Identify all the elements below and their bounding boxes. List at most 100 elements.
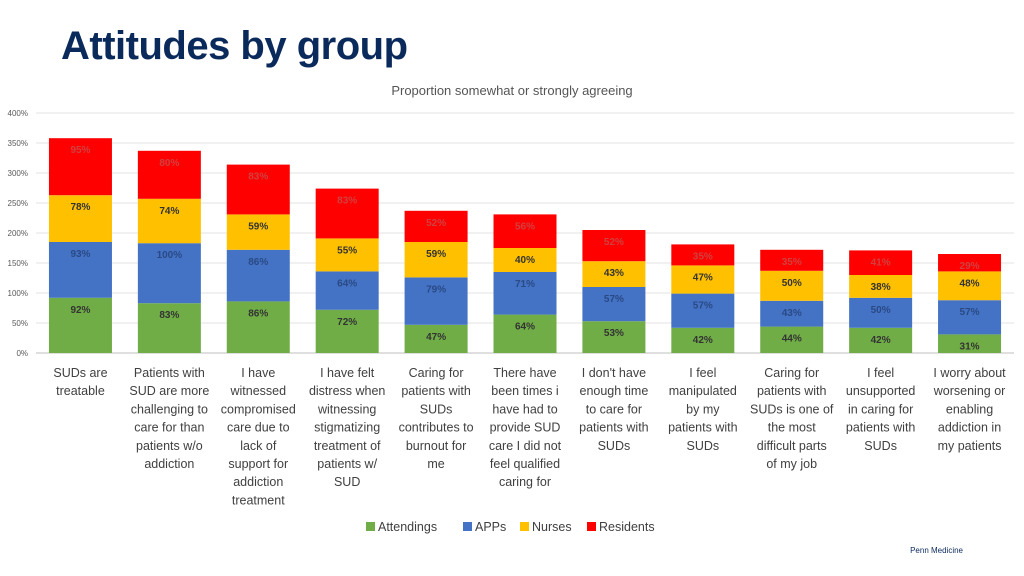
x-category-line: enough time: [580, 384, 649, 398]
x-category-line: patients with: [579, 421, 649, 435]
x-category-line: by my: [686, 402, 720, 416]
x-category-line: addiction: [144, 457, 194, 471]
x-category-line: patients w/o: [136, 439, 203, 453]
data-label-nurses: 40%: [515, 255, 535, 266]
x-category-line: SUD: [334, 475, 360, 489]
x-category-line: of my job: [766, 457, 817, 471]
x-category-line: I worry about: [933, 366, 1006, 380]
data-label-nurses: 43%: [604, 268, 624, 279]
x-category-line: Caring for: [409, 366, 464, 380]
data-label-residents: 83%: [337, 196, 357, 207]
data-label-apps: 86%: [248, 257, 268, 268]
bar-segment-residents: [493, 214, 557, 248]
x-category-label: Patients with SUD are more challenging to c…: [129, 366, 209, 471]
x-category-line: support for: [228, 457, 288, 471]
bar-segment-attendings: [938, 334, 1002, 353]
legend-swatch-residents: [587, 522, 596, 531]
bar-segment-attendings: [404, 324, 468, 353]
data-label-nurses: 47%: [693, 272, 713, 283]
bar-segment-apps: [849, 297, 913, 328]
bar-segment-attendings: [315, 309, 379, 353]
chart-title: Proportion somewhat or strongly agreeing: [391, 83, 632, 98]
x-category-line: in caring for: [848, 402, 913, 416]
bar-segment-attendings: [582, 321, 646, 353]
bar-segment-nurses: [760, 270, 824, 301]
bar-segment-residents: [315, 188, 379, 239]
bar-segment-attendings: [671, 327, 735, 353]
data-label-nurses: 38%: [871, 282, 891, 293]
bar-segment-residents: [137, 150, 201, 199]
legend-label-residents: Residents: [599, 520, 655, 534]
data-label-nurses: 59%: [426, 249, 446, 260]
y-tick-label: 50%: [12, 319, 28, 328]
bar-segment-attendings: [493, 314, 557, 353]
x-category-line: Caring for: [764, 366, 819, 380]
bar-segment-nurses: [582, 261, 646, 287]
data-label-apps: 43%: [782, 308, 802, 319]
x-category-line: care I did not: [489, 439, 562, 453]
bar-segment-attendings: [849, 327, 913, 353]
bar-segment-attendings: [760, 326, 824, 353]
bar-segment-residents: [48, 138, 112, 196]
x-category-line: treatment of: [314, 439, 381, 453]
bar-segment-attendings: [48, 297, 112, 353]
x-category-line: enabling: [946, 402, 993, 416]
bar-segment-apps: [582, 287, 646, 322]
x-category-line: addiction in: [938, 421, 1001, 435]
bar-segment-nurses: [137, 198, 201, 244]
x-category-line: patients w/: [317, 457, 377, 471]
x-category-line: to care for: [586, 402, 642, 416]
x-category-label: I don't have enough time to care for patien…: [579, 366, 649, 453]
data-label-apps: 64%: [337, 278, 357, 289]
x-category-label: SUDs are treatable: [53, 366, 107, 398]
bar-segment-apps: [493, 272, 557, 315]
bar-segment-nurses: [938, 271, 1002, 301]
x-category-line: addiction: [233, 475, 283, 489]
bar-segment-residents: [226, 164, 290, 215]
data-label-attendings: 47%: [426, 332, 446, 343]
data-label-residents: 52%: [426, 218, 446, 229]
x-category-label: There have been times i have had to provide…: [489, 366, 562, 489]
x-category-line: the most: [768, 421, 816, 435]
x-category-line: patients with: [846, 421, 916, 435]
data-label-apps: 100%: [157, 250, 183, 261]
x-category-label: I feel unsupported in caring for patients w…: [846, 366, 916, 453]
bar-segment-apps: [404, 277, 468, 325]
x-category-line: challenging to: [131, 402, 208, 416]
bar-segment-residents: [760, 249, 824, 271]
x-category-line: have had to: [492, 402, 557, 416]
x-category-line: SUDs: [686, 439, 719, 453]
x-category-line: stigmatizing: [314, 421, 380, 435]
x-category-line: distress when: [309, 384, 385, 398]
x-category-line: I feel: [689, 366, 716, 380]
data-label-apps: 50%: [871, 305, 891, 316]
bar-segment-residents: [849, 250, 913, 275]
data-label-attendings: 72%: [337, 317, 357, 328]
x-category-line: unsupported: [846, 384, 916, 398]
data-label-residents: 35%: [782, 257, 802, 268]
bar-segment-nurses: [315, 238, 379, 272]
data-label-residents: 35%: [693, 251, 713, 262]
x-category-line: patients with: [668, 421, 738, 435]
bar-segment-residents: [671, 244, 735, 266]
legend-swatch-apps: [463, 522, 472, 531]
y-tick-label: 0%: [16, 349, 28, 358]
bar-segment-apps: [48, 242, 112, 298]
x-category-line: burnout for: [406, 439, 466, 453]
x-category-line: treatable: [56, 384, 105, 398]
legend-swatch-attendings: [366, 522, 375, 531]
data-label-apps: 79%: [426, 284, 446, 295]
data-label-attendings: 42%: [871, 335, 891, 346]
x-category-line: my patients: [938, 439, 1002, 453]
bar-segment-residents: [404, 210, 468, 242]
y-tick-label: 200%: [8, 229, 28, 238]
x-category-line: SUDs: [598, 439, 631, 453]
y-tick-label: 150%: [8, 259, 28, 268]
bar-segment-nurses: [404, 242, 468, 278]
x-category-line: care for than: [134, 421, 204, 435]
y-tick-label: 100%: [8, 289, 28, 298]
data-label-attendings: 83%: [159, 310, 179, 321]
x-category-line: I have: [241, 366, 275, 380]
data-label-apps: 57%: [960, 307, 980, 318]
